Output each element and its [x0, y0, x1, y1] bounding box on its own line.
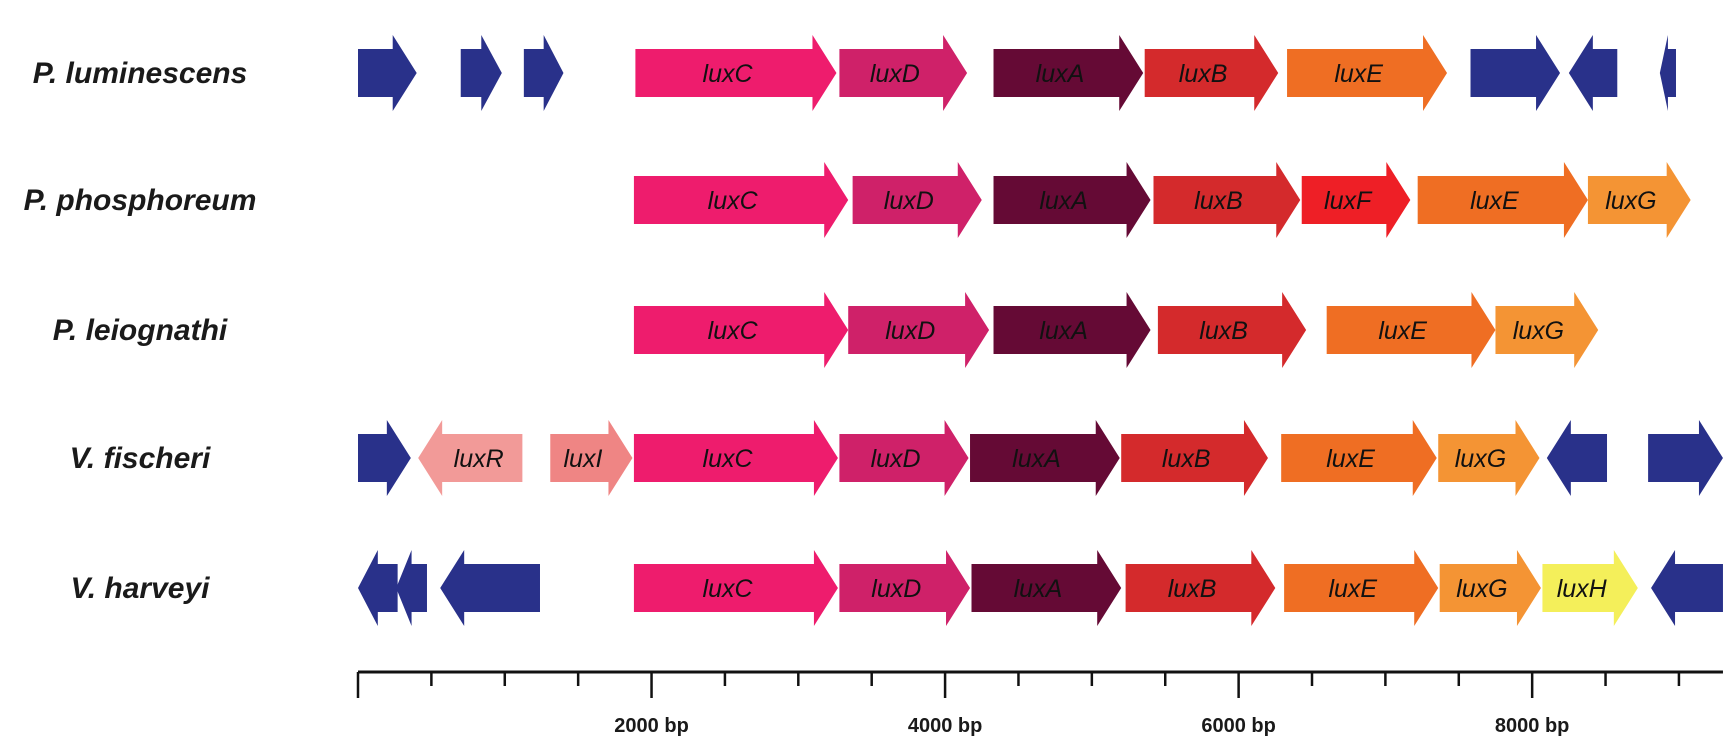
- organism-label: V. harveyi: [71, 572, 211, 605]
- organism-row: V. harveyi luxC luxD luxA luxB luxE luxG luxH: [71, 550, 1723, 626]
- gene-arrow-luxC: [635, 35, 837, 111]
- gene-arrow-luxB: [1121, 420, 1268, 496]
- gene-arrow-luxE: [1284, 550, 1439, 626]
- gene-arrow: [523, 35, 564, 111]
- gene-arrow-luxD: [848, 292, 990, 368]
- gene-label: luxD: [884, 187, 934, 215]
- gene-label: luxA: [1039, 317, 1088, 345]
- axis-tick-label: 4000 bp: [908, 715, 982, 737]
- gene-arrow-luxC: [633, 420, 838, 496]
- gene-arrow-luxA: [971, 550, 1122, 626]
- gene-arrow: [1651, 550, 1723, 626]
- gene-arrow-luxB: [1144, 35, 1279, 111]
- gene-arrow-luxI: [550, 420, 633, 496]
- organism-label: P. luminescens: [33, 57, 248, 90]
- gene-arrow: [1648, 420, 1723, 496]
- gene-label: luxF: [1324, 187, 1373, 215]
- gene-arrow-luxD: [852, 162, 982, 238]
- gene-arrow: [358, 550, 398, 626]
- bp-scale-axis: 2000 bp 4000 bp 6000 bp 8000 bp: [356, 670, 1723, 737]
- organism-row: V. fischeri luxR luxI luxC luxD luxA luxB luxE l…: [70, 420, 1723, 496]
- gene-arrow: [1659, 35, 1676, 111]
- gene-arrow: [1568, 35, 1618, 111]
- gene-arrow-luxG: [1495, 292, 1599, 368]
- gene-arrow: [1470, 35, 1561, 111]
- gene-arrow: [460, 35, 502, 111]
- gene-arrow-luxC: [633, 292, 849, 368]
- gene-label: luxB: [1199, 317, 1248, 345]
- gene-arrow: [358, 420, 411, 496]
- gene-label: luxG: [1513, 317, 1564, 345]
- gene-label: luxC: [708, 187, 759, 215]
- gene-arrow-luxC: [633, 162, 849, 238]
- gene-label: luxH: [1557, 575, 1608, 603]
- gene-arrow-luxH: [1542, 550, 1638, 626]
- organism-row: P. phosphoreum luxC luxD luxA luxB luxF luxE lu…: [24, 162, 1691, 238]
- gene-label: luxC: [703, 60, 754, 88]
- gene-arrow-luxF: [1301, 162, 1411, 238]
- gene-label: luxD: [871, 575, 921, 603]
- gene-label: luxG: [1456, 575, 1507, 603]
- gene-arrow-luxB: [1153, 162, 1301, 238]
- axis-tick-label: 2000 bp: [614, 715, 688, 737]
- gene-arrow: [1546, 420, 1608, 496]
- gene-label: luxC: [708, 317, 759, 345]
- gene-arrow: [440, 550, 540, 626]
- gene-label: luxA: [1036, 60, 1085, 88]
- organism-row: P. luminescens luxC luxD luxA luxB luxE: [33, 35, 1676, 111]
- gene-label: luxG: [1455, 445, 1506, 473]
- gene-label: luxA: [1039, 187, 1088, 215]
- gene-arrow-luxG: [1439, 550, 1541, 626]
- gene-label: luxR: [454, 445, 504, 473]
- gene-label: luxB: [1162, 445, 1211, 473]
- gene-arrow-luxD: [839, 35, 968, 111]
- gene-arrow: [358, 35, 417, 111]
- gene-arrow-luxB: [1125, 550, 1276, 626]
- gene-label: luxD: [871, 445, 921, 473]
- gene-label: luxE: [1378, 317, 1427, 345]
- gene-label: luxB: [1168, 575, 1217, 603]
- axis-tick-label: 8000 bp: [1495, 715, 1569, 737]
- gene-arrow-luxA: [970, 420, 1120, 496]
- gene-arrow-luxA: [993, 35, 1144, 111]
- gene-label: luxD: [885, 317, 935, 345]
- gene-label: luxC: [703, 445, 754, 473]
- gene-arrow-luxB: [1157, 292, 1307, 368]
- gene-label: luxE: [1334, 60, 1383, 88]
- gene-label: luxG: [1605, 187, 1656, 215]
- gene-arrow-luxD: [839, 550, 971, 626]
- gene-arrow-luxE: [1281, 420, 1437, 496]
- gene-label: luxI: [564, 445, 603, 473]
- organism-label: V. fischeri: [70, 442, 211, 475]
- axis-tick-label: 6000 bp: [1201, 715, 1275, 737]
- gene-arrow-luxG: [1587, 162, 1691, 238]
- gene-arrow-luxD: [839, 420, 969, 496]
- gene-label: luxA: [1012, 445, 1061, 473]
- gene-arrow: [396, 550, 427, 626]
- organism-row: P. leiognathi luxC luxD luxA luxB luxE luxG: [53, 292, 1599, 368]
- gene-label: luxA: [1014, 575, 1063, 603]
- gene-label: luxD: [870, 60, 920, 88]
- gene-arrow-luxR: [418, 420, 523, 496]
- gene-arrow-luxE: [1326, 292, 1496, 368]
- gene-arrow-luxC: [633, 550, 838, 626]
- organism-label: P. leiognathi: [53, 314, 228, 347]
- gene-label: luxE: [1470, 187, 1519, 215]
- gene-arrow-luxE: [1287, 35, 1448, 111]
- gene-label: luxE: [1326, 445, 1375, 473]
- gene-arrow-luxA: [993, 162, 1151, 238]
- gene-arrow-luxG: [1438, 420, 1540, 496]
- gene-label: luxB: [1194, 187, 1243, 215]
- gene-label: luxC: [703, 575, 754, 603]
- gene-label: luxB: [1179, 60, 1228, 88]
- organism-label: P. phosphoreum: [24, 184, 257, 217]
- gene-arrow-luxE: [1417, 162, 1588, 238]
- gene-arrow-luxA: [993, 292, 1151, 368]
- gene-label: luxE: [1328, 575, 1377, 603]
